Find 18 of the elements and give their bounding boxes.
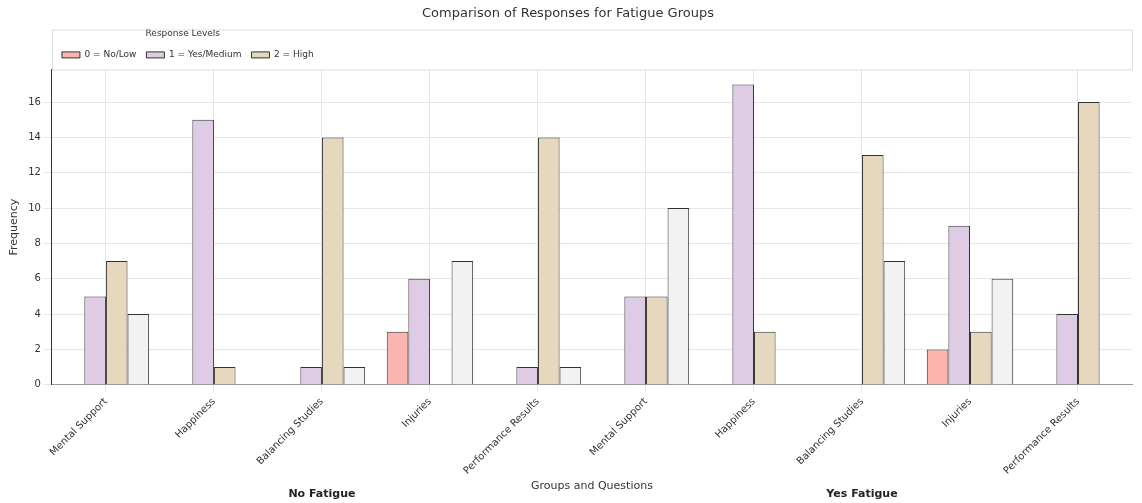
y-tick-label: 0: [34, 378, 41, 390]
legend-title: Response Levels: [145, 28, 221, 39]
y-tick-label: 2: [34, 342, 41, 354]
y-tick-label: 8: [34, 237, 41, 248]
y-tick-label: 16: [28, 95, 41, 107]
y-axis-title: Frequency: [7, 198, 21, 256]
text: No Fatigue: [288, 487, 356, 500]
text: Yes Fatigue: [825, 487, 898, 500]
legend-label: 0 = No/Low: [84, 49, 137, 60]
y-tick-label: 14: [28, 131, 41, 143]
x-axis-title: Groups and Questions: [531, 479, 654, 493]
chart-title: Comparison of Responses for Fatigue Groups: [422, 5, 715, 21]
y-tick-label: 6: [34, 272, 41, 284]
y-tick-label: 10: [28, 201, 41, 213]
y-tick-label: 12: [28, 166, 41, 178]
legend-label: 1 = Yes/Medium: [168, 49, 242, 60]
y-tick-label: 4: [34, 307, 41, 319]
legend-label: 2 = High: [273, 49, 314, 60]
